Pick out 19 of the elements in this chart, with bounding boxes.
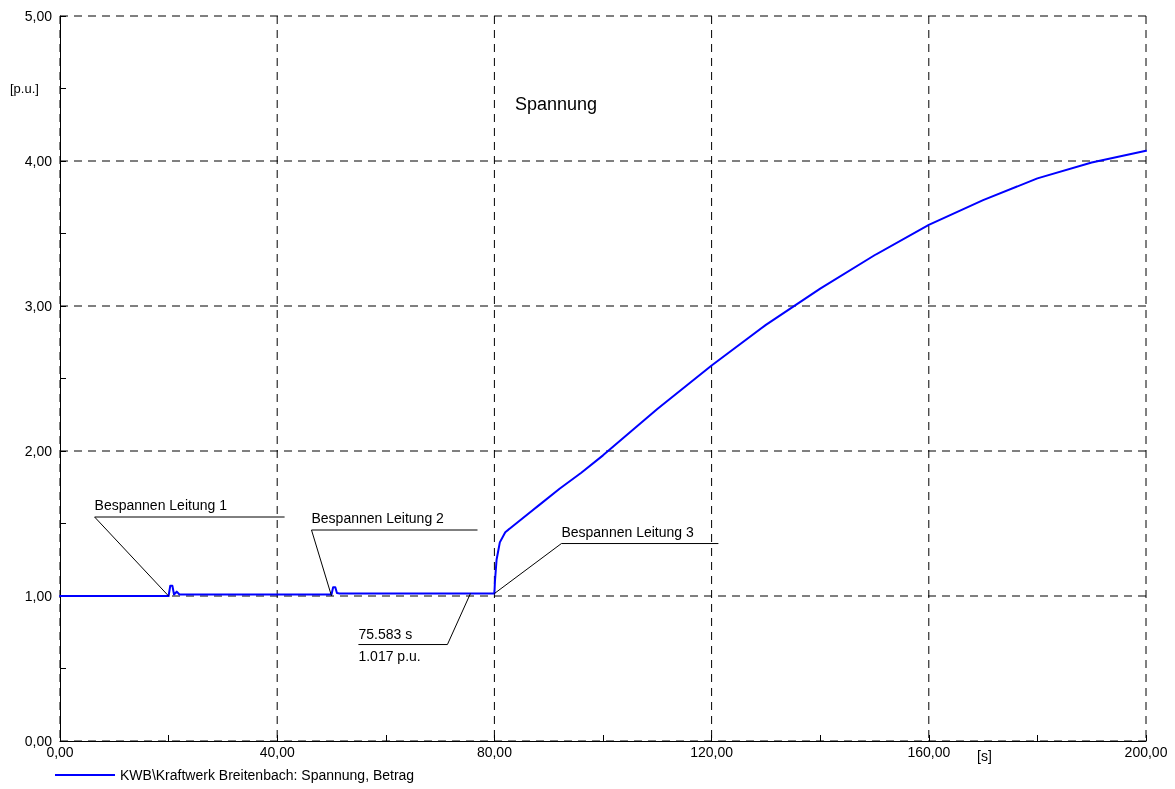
y-tick-label: 5,00 — [24, 8, 53, 24]
y-axis-title: [p.u.] — [10, 81, 39, 96]
y-tick-label: 1,00 — [24, 588, 53, 604]
x-tick-label: 200,00 — [1124, 744, 1168, 760]
x-axis-title: [s] — [977, 748, 992, 764]
y-tick-label: 3,00 — [24, 298, 53, 314]
line-series — [59, 149, 1147, 597]
x-tick-label: 40,00 — [259, 744, 295, 760]
x-tick-label: 120,00 — [690, 744, 734, 760]
y-tick-label: 2,00 — [24, 443, 53, 459]
annotation: Bespannen Leitung 2 — [311, 510, 445, 526]
x-tick-label: 80,00 — [476, 744, 513, 760]
annotation: 75.583 s 1.017 p.u. — [358, 625, 421, 664]
text: Spannung — [515, 94, 598, 114]
annotation: Bespannen Leitung 1 — [94, 497, 228, 513]
x-tick-label: 160,00 — [907, 744, 951, 760]
legend-label: KWB\Kraftwerk Breitenbach: Spannung, Betrag — [120, 767, 415, 783]
annotation: Bespannen Leitung 3 — [561, 523, 694, 540]
y-tick-label: 4,00 — [24, 153, 53, 169]
